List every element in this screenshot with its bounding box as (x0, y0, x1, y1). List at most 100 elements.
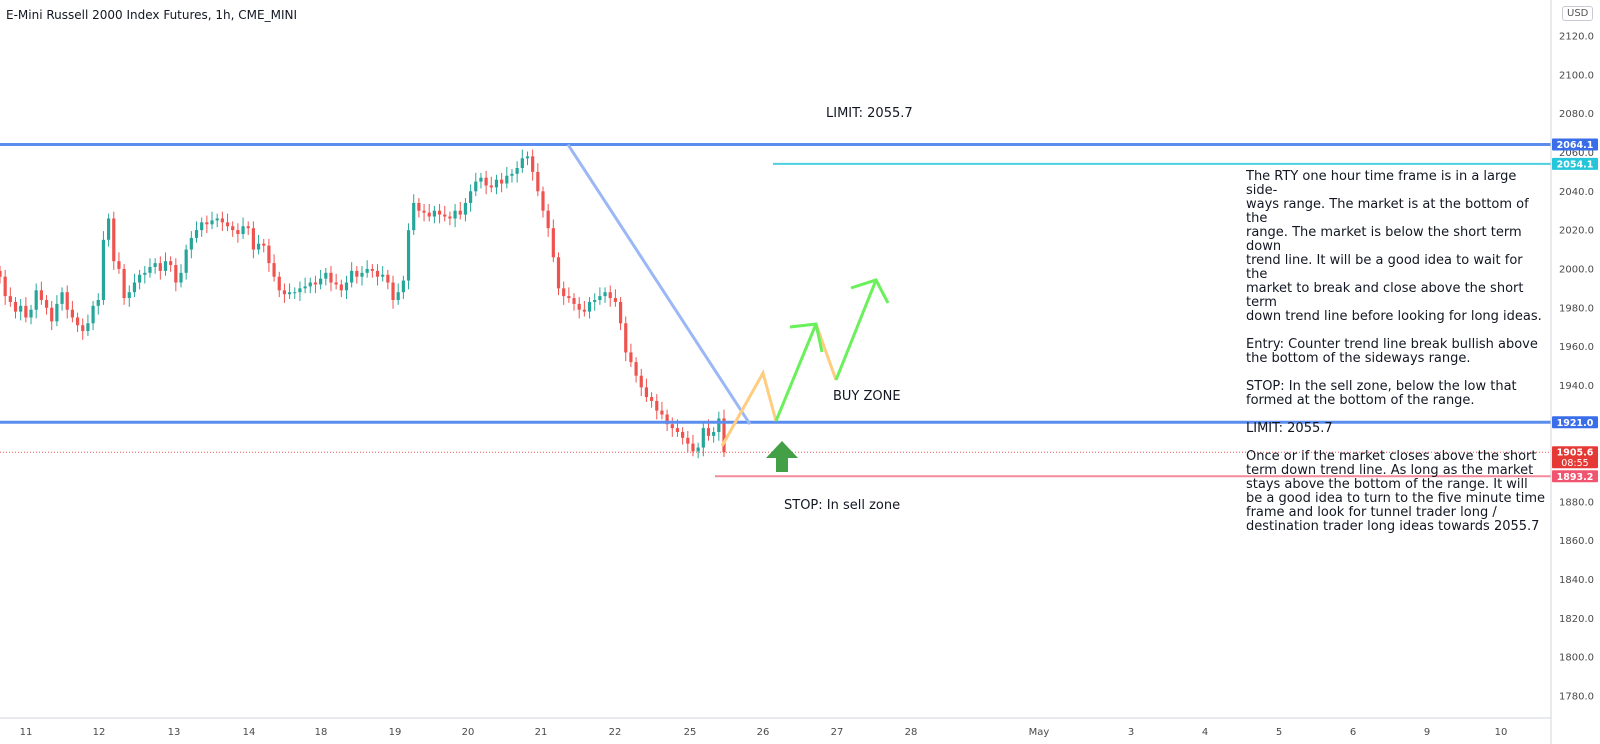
range-bottom-tag (1552, 416, 1598, 429)
arrowhead-green[interactable] (850, 278, 890, 304)
candle-body (174, 265, 178, 283)
candle-body (55, 303, 59, 322)
time-axis[interactable]: 11 12 13 14 18 19 20 21 22 25 26 27 28 May 3 4 5 6 9 10 (0, 717, 1551, 738)
candle-body (282, 290, 287, 295)
candle-body (112, 218, 116, 262)
candle-body (655, 400, 659, 411)
candle-body (184, 249, 188, 273)
candle-body (272, 263, 276, 277)
candle-body (505, 175, 509, 184)
candle-body (686, 437, 690, 444)
candle-body (360, 272, 364, 277)
limit-tag (1552, 157, 1598, 170)
last-price-tag-countdown: 08:55 (1561, 458, 1588, 469)
candle-body (598, 296, 602, 300)
candle-body (262, 243, 266, 246)
candle-body (350, 270, 354, 283)
candle-body (541, 191, 545, 211)
candle-body (701, 428, 705, 448)
buy-zone-label: BUY ZONE (833, 389, 901, 404)
candle-body (163, 261, 168, 271)
symbol-title[interactable]: E-Mini Russell 2000 Index Futures, 1h, C… (6, 8, 298, 22)
candle-body (515, 168, 519, 174)
candle-body (375, 270, 380, 277)
candle-body (308, 282, 312, 287)
candle-body (417, 202, 421, 211)
candle-body (593, 300, 597, 302)
y-tick-label: 2020.0 (1559, 226, 1594, 237)
candle-body (463, 202, 468, 215)
candle-body (572, 298, 576, 304)
candle-body (194, 230, 199, 238)
x-tick-label: 25 (684, 727, 697, 738)
candle-body (556, 257, 561, 289)
arrow-up-icon[interactable] (766, 441, 798, 472)
candle-body (225, 222, 230, 227)
candle-body (582, 309, 586, 312)
y-tick-label: 2060.0 (1559, 148, 1594, 159)
candle-body (531, 156, 535, 172)
x-tick-label: 12 (93, 727, 106, 738)
candle-body (107, 218, 111, 240)
candle-body (396, 292, 400, 300)
candle-body (458, 210, 462, 215)
y-tick-label: 1980.0 (1559, 303, 1594, 314)
candle-body (236, 230, 240, 234)
candle-body (65, 292, 69, 310)
candle-body (639, 375, 643, 388)
candle-body (577, 303, 581, 310)
stop-label: STOP: In sell zone (784, 498, 901, 513)
stop-tag (1552, 470, 1598, 483)
y-tick-label: 1860.0 (1559, 536, 1594, 547)
range-top-tag (1552, 138, 1598, 151)
candle-body (432, 210, 436, 217)
projected-path-green[interactable] (834, 279, 878, 381)
candle-body (422, 210, 426, 213)
candle-body (412, 202, 416, 231)
candle-body (634, 362, 638, 376)
candle-body (34, 290, 38, 310)
x-tick-label: 5 (1276, 727, 1282, 738)
candle-body (220, 218, 224, 223)
candle-body (256, 243, 261, 250)
candle-body (406, 230, 411, 281)
candle-body (722, 418, 726, 453)
candle-body (670, 424, 674, 429)
arrowhead-green[interactable] (789, 322, 824, 353)
candle-body (39, 290, 43, 300)
y-tick-label: 1960.0 (1559, 342, 1594, 353)
candle-body (500, 179, 504, 184)
last-price-tag-text: 1905.6 (1557, 448, 1594, 459)
candle-body (696, 447, 700, 452)
candle-body (200, 222, 204, 231)
candle-body (443, 214, 447, 217)
candle-body (70, 309, 74, 318)
projected-path-orange[interactable] (720, 369, 778, 447)
x-tick-label: 19 (389, 727, 402, 738)
candle-body (153, 263, 157, 267)
candle-body (132, 282, 137, 293)
candle-body (246, 226, 250, 229)
candle-body (650, 397, 654, 401)
price-axis[interactable]: 2120.0 2100.0 2080.0 2060.0 2040.0 2020.0 2000… (1550, 0, 1594, 744)
x-tick-label: 26 (757, 727, 770, 738)
y-tick-label: 2040.0 (1559, 187, 1594, 198)
candle-body (448, 216, 452, 219)
candle-body (96, 300, 100, 306)
candle-body (525, 156, 530, 159)
y-tick-label: 2000.0 (1559, 264, 1594, 275)
candle-body (75, 317, 80, 326)
candle-body (608, 292, 612, 299)
candle-body (624, 323, 628, 353)
y-tick-label: 1820.0 (1559, 614, 1594, 625)
candle-body (210, 220, 214, 225)
candle-body (303, 286, 307, 289)
projected-path-green[interactable] (774, 323, 818, 422)
candle-body (551, 228, 555, 258)
down-trend-line[interactable] (566, 143, 752, 426)
candle-body (189, 237, 193, 250)
x-tick-label: May (1029, 727, 1050, 738)
chart-drawings[interactable] (566, 143, 890, 472)
currency-badge[interactable]: USD (1562, 6, 1594, 21)
